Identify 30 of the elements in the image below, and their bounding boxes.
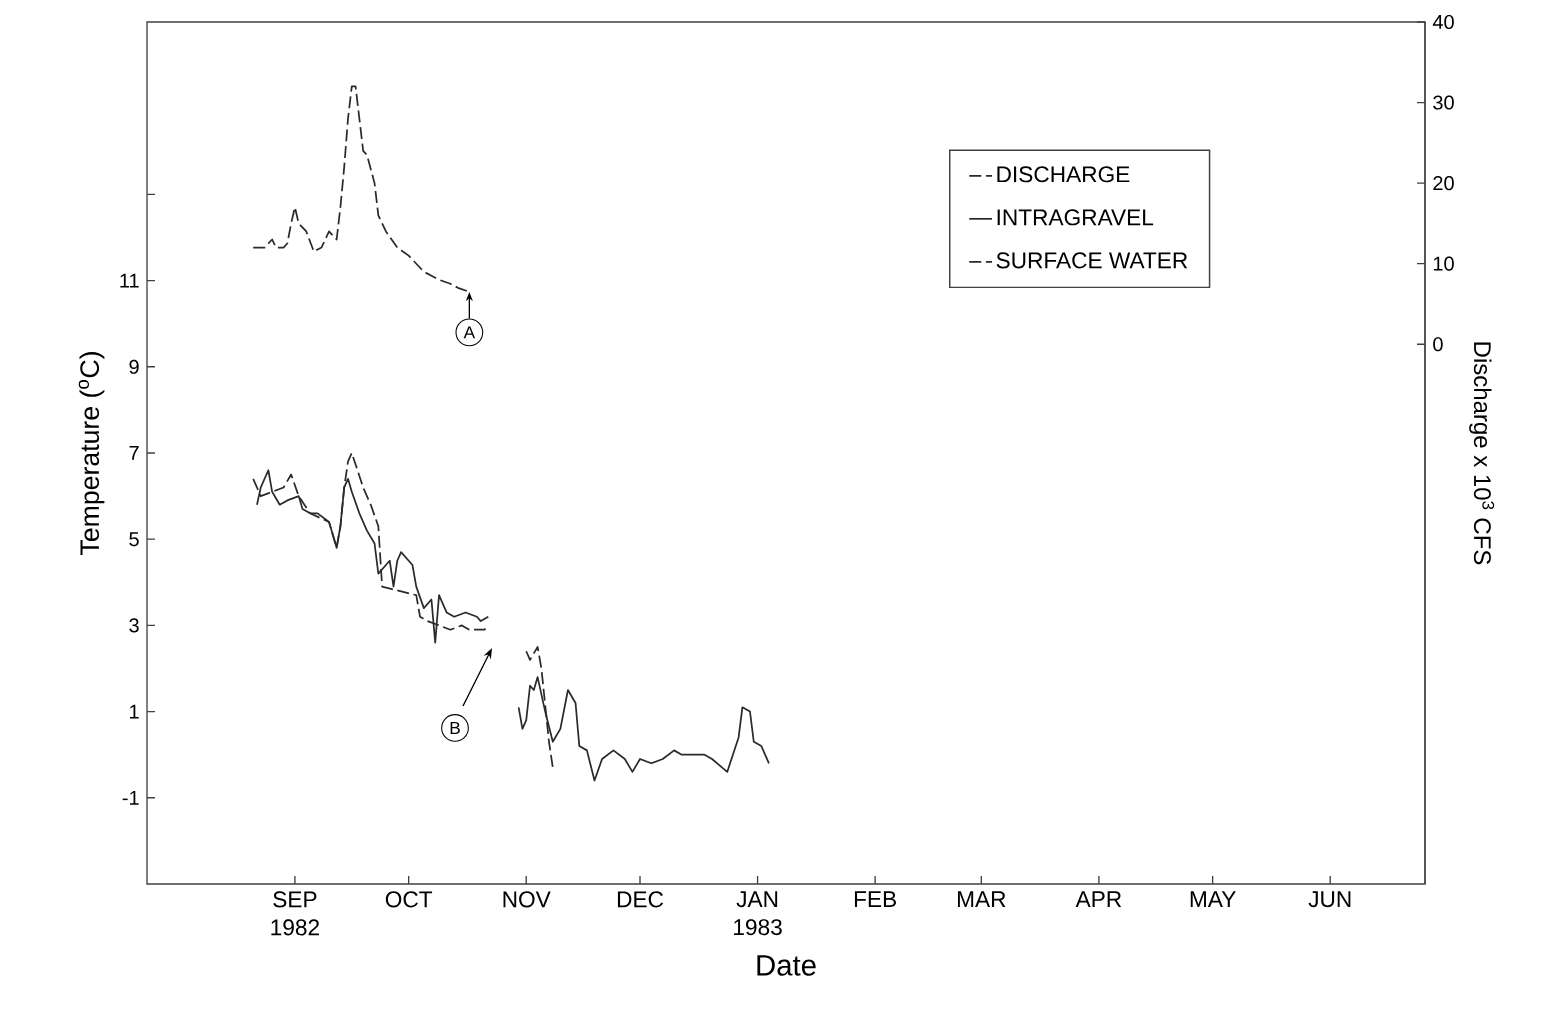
y-tick-label: 9 (129, 359, 139, 374)
x-tick-label: SEP 1982 (271, 891, 319, 936)
y-tick-label: -1 (122, 790, 139, 805)
x-tick-label: OCT (385, 891, 433, 908)
x-tick-label: NOV (503, 891, 551, 908)
y2-tick-label: 40 (1432, 14, 1454, 30)
legend-label: INTRAGRAVEL (997, 209, 1154, 226)
y-tick-label: 5 (129, 532, 139, 547)
x-tick-label: DEC (617, 891, 664, 908)
annotation: B (450, 722, 460, 734)
legend-label: DISCHARGE (997, 166, 1130, 183)
y-tick-label: 7 (129, 446, 139, 460)
x-tick-label: MAR (957, 891, 1006, 907)
y2-tick-label: 20 (1433, 176, 1454, 191)
y2-tick-label: 0 (1433, 337, 1443, 352)
x-axis-title: Date (757, 955, 816, 976)
x-tick-label: FEB (854, 891, 896, 907)
annotation: A (463, 326, 476, 339)
x-tick-label: JAN 1983 (734, 891, 782, 936)
y2-tick-label: 30 (1433, 95, 1454, 110)
y-axis-title: Temperature ($^{o}$C) (78, 352, 105, 555)
y2-axis-title: Discharge x 10$^{3}$ CFS (1469, 342, 1495, 565)
y2-tick-label: 10 (1433, 256, 1454, 271)
y-tick-label: 11 (120, 273, 139, 288)
y-tick-label: 3 (129, 618, 139, 633)
y-tick-label: 1 (130, 704, 139, 719)
x-tick-label: MAY (1190, 891, 1236, 907)
x-tick-label: JUN (1308, 891, 1351, 908)
legend-label: SURFACE WATER (996, 252, 1188, 269)
x-tick-label: APR (1075, 891, 1122, 907)
